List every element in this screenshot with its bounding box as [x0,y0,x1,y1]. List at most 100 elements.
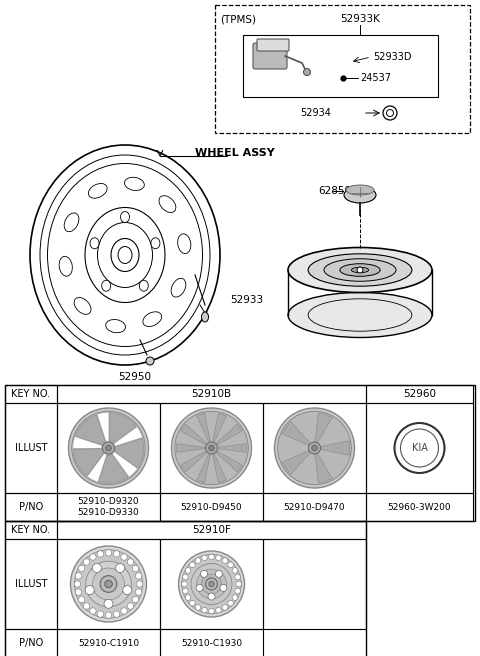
Circle shape [90,608,96,614]
Ellipse shape [74,297,91,314]
Polygon shape [176,443,205,452]
Text: KIA: KIA [411,443,427,453]
Circle shape [74,581,81,587]
Circle shape [113,611,120,617]
Circle shape [92,564,101,573]
Polygon shape [88,454,106,482]
Circle shape [190,562,195,567]
Circle shape [104,600,113,608]
Circle shape [228,562,233,567]
Text: 52960-3W200: 52960-3W200 [388,502,451,512]
Bar [5,403,57,493]
Polygon shape [180,451,207,472]
Polygon shape [197,454,210,483]
Circle shape [232,595,238,600]
Circle shape [83,603,90,609]
Circle shape [232,567,238,573]
Circle shape [121,554,127,560]
Circle shape [205,442,217,454]
Circle shape [202,555,207,561]
Polygon shape [315,453,332,483]
Text: ILLUST: ILLUST [15,443,47,453]
Ellipse shape [85,207,165,302]
Circle shape [197,569,227,599]
Circle shape [93,568,124,600]
FancyBboxPatch shape [257,39,289,51]
Polygon shape [113,452,137,476]
Circle shape [78,565,84,571]
Polygon shape [282,422,310,445]
Text: 52950: 52950 [119,372,152,382]
Bar [160,629,263,656]
Polygon shape [216,424,242,445]
Circle shape [105,580,112,588]
Circle shape [75,573,82,579]
Ellipse shape [171,278,186,297]
Circle shape [69,408,148,488]
Polygon shape [97,413,108,441]
Ellipse shape [106,319,126,333]
Text: KEY NO.: KEY NO. [12,525,50,535]
Circle shape [196,584,203,591]
Text: 52910B: 52910B [192,389,231,399]
Bar [243,35,438,97]
Text: 52960: 52960 [403,389,436,399]
Text: 52910-C1910: 52910-C1910 [78,638,139,647]
Circle shape [100,576,117,592]
Circle shape [220,584,227,591]
Bar [215,5,470,133]
Circle shape [182,554,241,614]
Circle shape [202,574,221,594]
Circle shape [181,581,187,587]
Circle shape [78,596,84,603]
Ellipse shape [30,145,220,365]
Polygon shape [216,451,242,472]
Bar [5,521,366,656]
Polygon shape [180,424,207,445]
Circle shape [86,561,132,607]
Circle shape [309,442,321,454]
Ellipse shape [146,357,154,365]
Ellipse shape [40,155,210,355]
Polygon shape [73,437,102,448]
Text: 52910F: 52910F [192,525,231,535]
Circle shape [303,68,311,75]
Circle shape [105,612,112,619]
Ellipse shape [324,258,396,281]
Ellipse shape [118,247,132,264]
Text: 52933: 52933 [230,295,263,305]
Circle shape [191,564,232,604]
Circle shape [182,588,188,594]
Bar [5,539,57,629]
Text: ILLUST: ILLUST [15,579,47,589]
Circle shape [179,551,244,617]
Circle shape [235,588,240,594]
Circle shape [278,411,351,485]
Text: 52910-D9450: 52910-D9450 [180,502,242,512]
Bar [5,521,57,539]
Circle shape [123,586,132,594]
Text: 52933D: 52933D [373,52,411,62]
Ellipse shape [344,187,376,203]
Circle shape [135,589,142,595]
Circle shape [312,445,317,451]
Ellipse shape [346,185,374,195]
Polygon shape [109,413,136,443]
Ellipse shape [120,211,130,222]
Ellipse shape [97,222,153,287]
Bar [263,403,366,493]
Ellipse shape [59,256,72,276]
Polygon shape [213,413,227,442]
Polygon shape [73,449,104,476]
Circle shape [195,558,201,564]
Text: KEY NO.: KEY NO. [12,389,50,399]
Bar [160,493,263,521]
Bar [263,539,366,629]
FancyBboxPatch shape [253,43,287,69]
Bar [5,629,57,656]
Ellipse shape [151,237,160,249]
Circle shape [209,581,214,586]
Polygon shape [114,427,142,446]
Circle shape [228,600,233,606]
Circle shape [97,611,104,617]
